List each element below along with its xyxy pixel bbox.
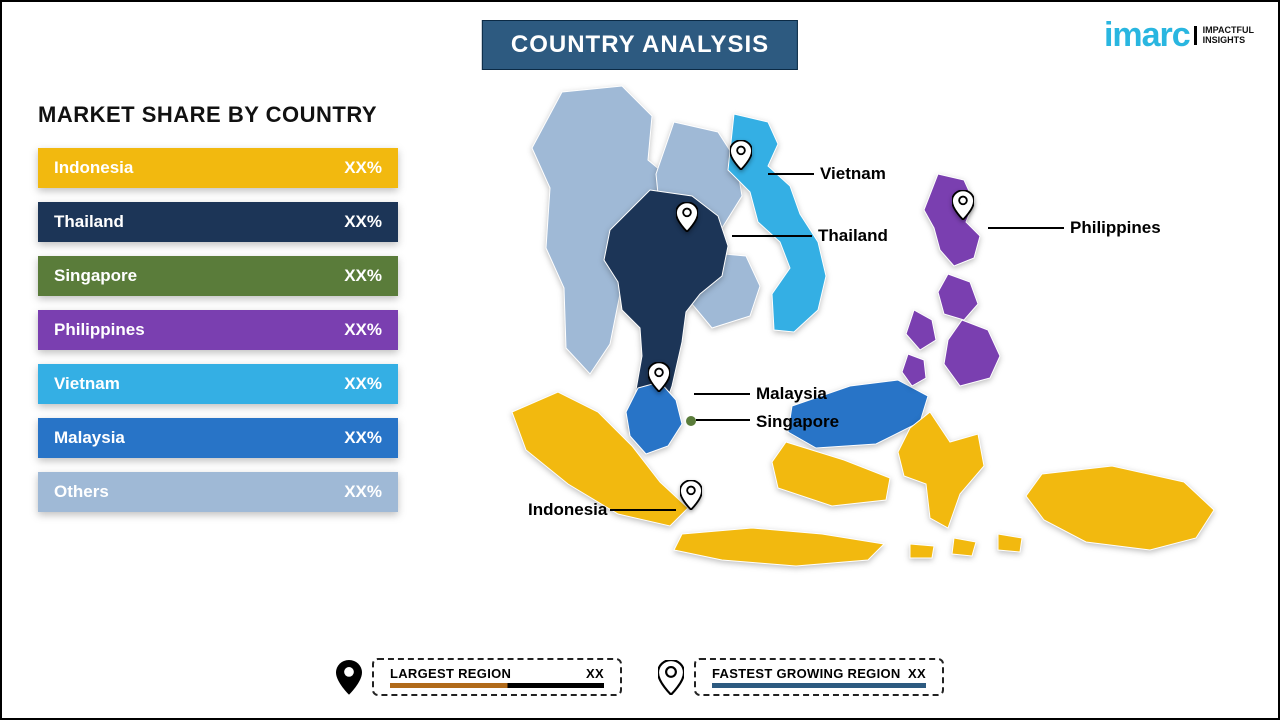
- market-share-bar: Indonesia XX%: [38, 148, 398, 188]
- market-share-bar: Malaysia XX%: [38, 418, 398, 458]
- map-pin-icon: [680, 480, 702, 510]
- bar-value: XX%: [344, 374, 382, 394]
- bar-label: Philippines: [54, 320, 145, 340]
- bar-label: Vietnam: [54, 374, 120, 394]
- map-svg: [442, 82, 1232, 612]
- legend-largest: LARGEST REGION XX: [336, 658, 622, 696]
- market-share-bar: Singapore XX%: [38, 256, 398, 296]
- bar-value: XX%: [344, 266, 382, 286]
- pin-icon: [336, 660, 362, 694]
- market-share-bar: Thailand XX%: [38, 202, 398, 242]
- map-label-vietnam: Vietnam: [820, 164, 886, 184]
- map-label-philippines: Philippines: [1070, 218, 1161, 238]
- bar-label: Indonesia: [54, 158, 133, 178]
- market-share-bar: Vietnam XX%: [38, 364, 398, 404]
- leader-line: [768, 173, 814, 175]
- sea-map: Vietnam Thailand Philippines Malaysia Singap…: [442, 82, 1232, 612]
- bar-value: XX%: [344, 212, 382, 232]
- map-label-indonesia: Indonesia: [528, 500, 607, 520]
- legend-bar: [712, 683, 926, 688]
- leader-line: [610, 509, 676, 511]
- legend-value: XX: [908, 666, 926, 681]
- legend-fastest: FASTEST GROWING REGION XX: [658, 658, 944, 696]
- legend-box-fastest: FASTEST GROWING REGION XX: [694, 658, 944, 696]
- region-philippines: [902, 174, 1000, 386]
- bar-value: XX%: [344, 320, 382, 340]
- map-label-malaysia: Malaysia: [756, 384, 827, 404]
- singapore-dot-icon: [686, 416, 696, 426]
- logo-text: imarc: [1104, 16, 1190, 55]
- bar-value: XX%: [344, 158, 382, 178]
- leader-line: [988, 227, 1064, 229]
- market-share-bar: Others XX%: [38, 472, 398, 512]
- infographic-frame: COUNTRY ANALYSIS imarc IMPACTFUL INSIGHT…: [0, 0, 1280, 720]
- market-share-bar: Philippines XX%: [38, 310, 398, 350]
- bar-label: Malaysia: [54, 428, 125, 448]
- page-title: COUNTRY ANALYSIS: [482, 20, 798, 70]
- map-pin-icon: [676, 202, 698, 232]
- map-pin-icon: [730, 140, 752, 170]
- market-share-panel: MARKET SHARE BY COUNTRY IndonesiaXX%Thai…: [38, 102, 398, 526]
- map-label-singapore: Singapore: [756, 412, 839, 432]
- map-pin-icon: [648, 362, 670, 392]
- map-pin-icon: [952, 190, 974, 220]
- bar-label: Singapore: [54, 266, 137, 286]
- legend-title: FASTEST GROWING REGION: [712, 666, 901, 681]
- legend-value: XX: [586, 666, 604, 681]
- leader-line: [732, 235, 812, 237]
- brand-logo: imarc IMPACTFUL INSIGHTS: [1104, 16, 1254, 55]
- bar-label: Thailand: [54, 212, 124, 232]
- logo-tagline: IMPACTFUL INSIGHTS: [1194, 26, 1254, 45]
- legend-box-largest: LARGEST REGION XX: [372, 658, 622, 696]
- bar-value: XX%: [344, 428, 382, 448]
- bar-value: XX%: [344, 482, 382, 502]
- legend-row: LARGEST REGION XX FASTEST GROWING REGION…: [336, 658, 944, 696]
- map-label-thailand: Thailand: [818, 226, 888, 246]
- legend-title: LARGEST REGION: [390, 666, 511, 681]
- legend-bar: [390, 683, 604, 688]
- bar-label: Others: [54, 482, 109, 502]
- market-share-heading: MARKET SHARE BY COUNTRY: [38, 102, 398, 128]
- leader-line: [694, 393, 750, 395]
- pin-icon: [658, 660, 684, 694]
- leader-line: [696, 419, 750, 421]
